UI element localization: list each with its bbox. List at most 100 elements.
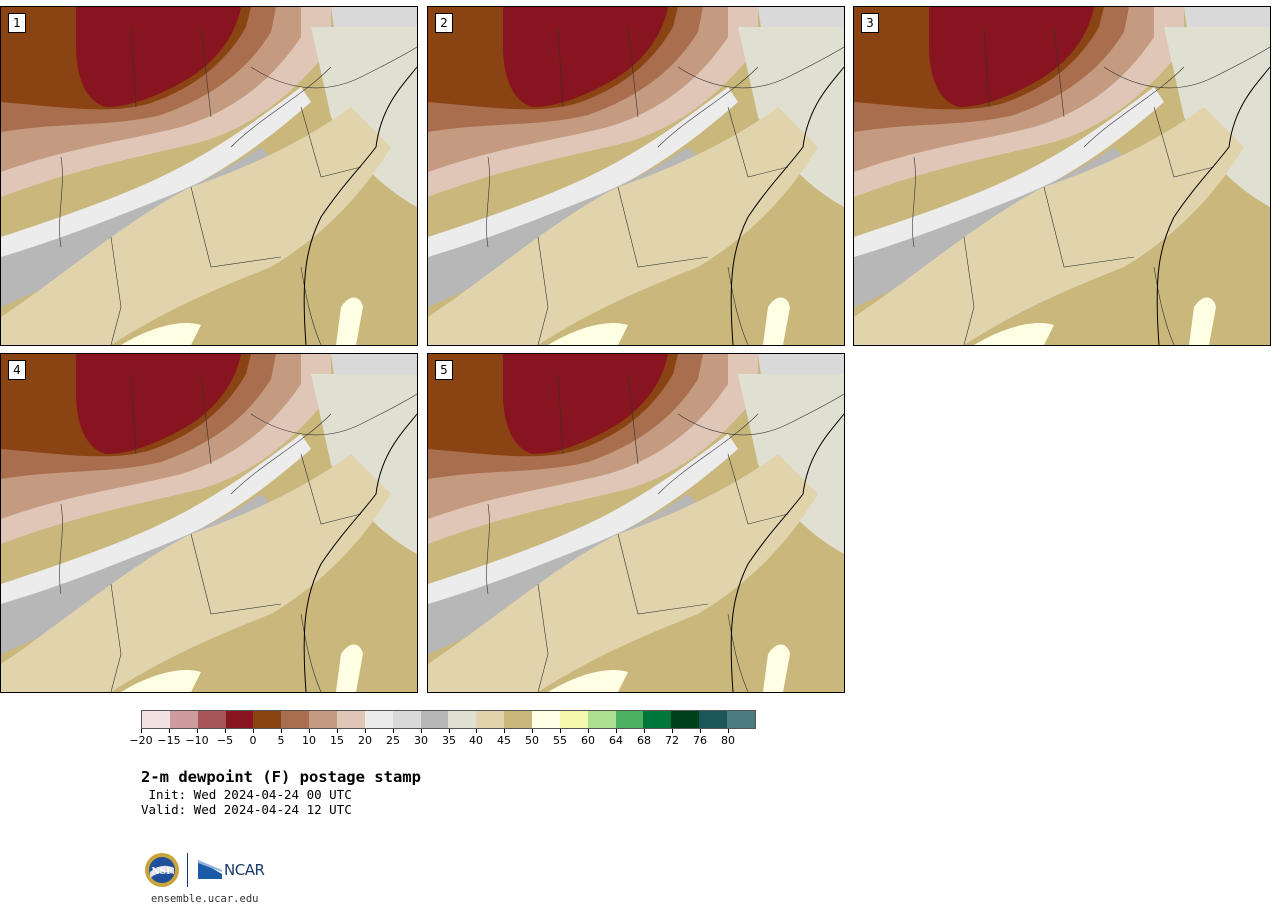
dewpoint-band <box>336 297 363 345</box>
legend-tick <box>309 729 310 733</box>
state-border <box>300 453 362 525</box>
legend-tick <box>197 729 198 733</box>
legend-tick-label: 15 <box>330 734 344 747</box>
legend-tick-label: 20 <box>358 734 372 747</box>
state-border <box>537 236 549 345</box>
state-border <box>627 373 639 465</box>
dewpoint-band <box>428 434 738 609</box>
legend-tick <box>281 729 282 733</box>
legend-tick <box>393 729 394 733</box>
svg-text:NSF: NSF <box>151 867 173 877</box>
legend-swatch <box>699 711 728 728</box>
dewpoint-band <box>428 107 818 345</box>
legend-swatch <box>559 711 588 728</box>
state-border <box>557 26 564 108</box>
legend-tick-label: 50 <box>525 734 539 747</box>
dewpoint-band <box>121 670 201 692</box>
state-border <box>486 156 490 248</box>
legend-tick <box>504 729 505 733</box>
state-border <box>486 503 490 595</box>
dewpoint-map <box>1 354 417 692</box>
state-border <box>200 373 212 465</box>
dewpoint-band <box>548 670 628 692</box>
legend-swatch <box>476 711 505 728</box>
legend-tick <box>365 729 366 733</box>
legend-tick <box>449 729 450 733</box>
state-border <box>617 533 709 615</box>
dewpoint-band <box>854 87 1164 262</box>
state-border <box>190 533 282 615</box>
legend-swatch <box>309 711 338 728</box>
state-border <box>912 156 916 248</box>
legend-tick-label: −5 <box>216 734 234 747</box>
color-legend-ticks: −20 −15 −10 −5 0 5 10 15 20 25 30 35 40 45 50 55 60 64 68 7… <box>129 729 756 749</box>
legend-swatch <box>504 711 533 728</box>
legend-swatch <box>169 711 198 728</box>
state-border <box>657 413 759 495</box>
legend-tick <box>616 729 617 733</box>
legend-tick-label: 64 <box>609 734 623 747</box>
legend-swatch <box>420 711 449 728</box>
dewpoint-band <box>428 87 738 262</box>
state-border <box>1083 66 1185 148</box>
legend-tick-label: 40 <box>469 734 483 747</box>
dewpoint-band <box>336 644 363 692</box>
legend-tick-label: 80 <box>721 734 735 747</box>
state-border <box>190 186 282 268</box>
valid-time: Valid: Wed 2024-04-24 12 UTC <box>141 802 352 817</box>
dewpoint-band <box>974 323 1054 345</box>
legend-tick <box>225 729 226 733</box>
dewpoint-band <box>503 354 668 454</box>
state-border <box>200 26 212 118</box>
coastline <box>303 66 417 345</box>
legend-tick-label: 10 <box>302 734 316 747</box>
legend-swatch <box>448 711 477 728</box>
legend-tick <box>141 729 142 733</box>
dewpoint-band <box>311 374 417 554</box>
legend-tick-label: 72 <box>665 734 679 747</box>
ncar-logo: NCAR <box>197 858 275 882</box>
init-time: Init: Wed 2024-04-24 00 UTC <box>141 787 352 802</box>
legend-tick <box>532 729 533 733</box>
state-border <box>1153 266 1175 345</box>
state-border <box>230 66 332 148</box>
legend-tick <box>253 729 254 733</box>
legend-tick <box>421 729 422 733</box>
legend-swatch <box>643 711 672 728</box>
nsf-logo-icon: NSF <box>145 853 179 887</box>
state-border <box>983 26 990 108</box>
legend-tick-label: 60 <box>581 734 595 747</box>
legend-tick <box>644 729 645 733</box>
dewpoint-band <box>121 323 201 345</box>
logo-divider <box>187 853 188 887</box>
map-panel-3: 3 <box>853 6 1271 346</box>
state-border <box>727 266 749 345</box>
dewpoint-band <box>854 107 1244 345</box>
state-border <box>1053 26 1065 118</box>
map-panel-2: 2 <box>427 6 845 346</box>
panel-number: 2 <box>435 13 453 33</box>
state-border <box>130 373 137 455</box>
legend-swatch <box>615 711 644 728</box>
state-border <box>677 46 844 89</box>
legend-swatch <box>281 711 310 728</box>
dewpoint-map <box>1 7 417 345</box>
dewpoint-band <box>1 434 311 609</box>
dewpoint-band <box>763 644 790 692</box>
dewpoint-map <box>428 354 844 692</box>
legend-tick <box>560 729 561 733</box>
dewpoint-band <box>1164 27 1270 207</box>
legend-swatch <box>671 711 700 728</box>
coastline <box>1156 66 1270 345</box>
dewpoint-band <box>1 107 391 345</box>
legend-tick-label: 35 <box>442 734 456 747</box>
state-border <box>627 26 639 118</box>
dewpoint-band <box>1 454 391 692</box>
dewpoint-band <box>1 87 311 262</box>
dewpoint-band <box>311 27 417 207</box>
legend-tick-label: −10 <box>185 734 209 747</box>
legend-tick-label: −20 <box>129 734 153 747</box>
state-border <box>677 393 844 436</box>
legend-swatch <box>587 711 616 728</box>
legend-tick <box>728 729 729 733</box>
